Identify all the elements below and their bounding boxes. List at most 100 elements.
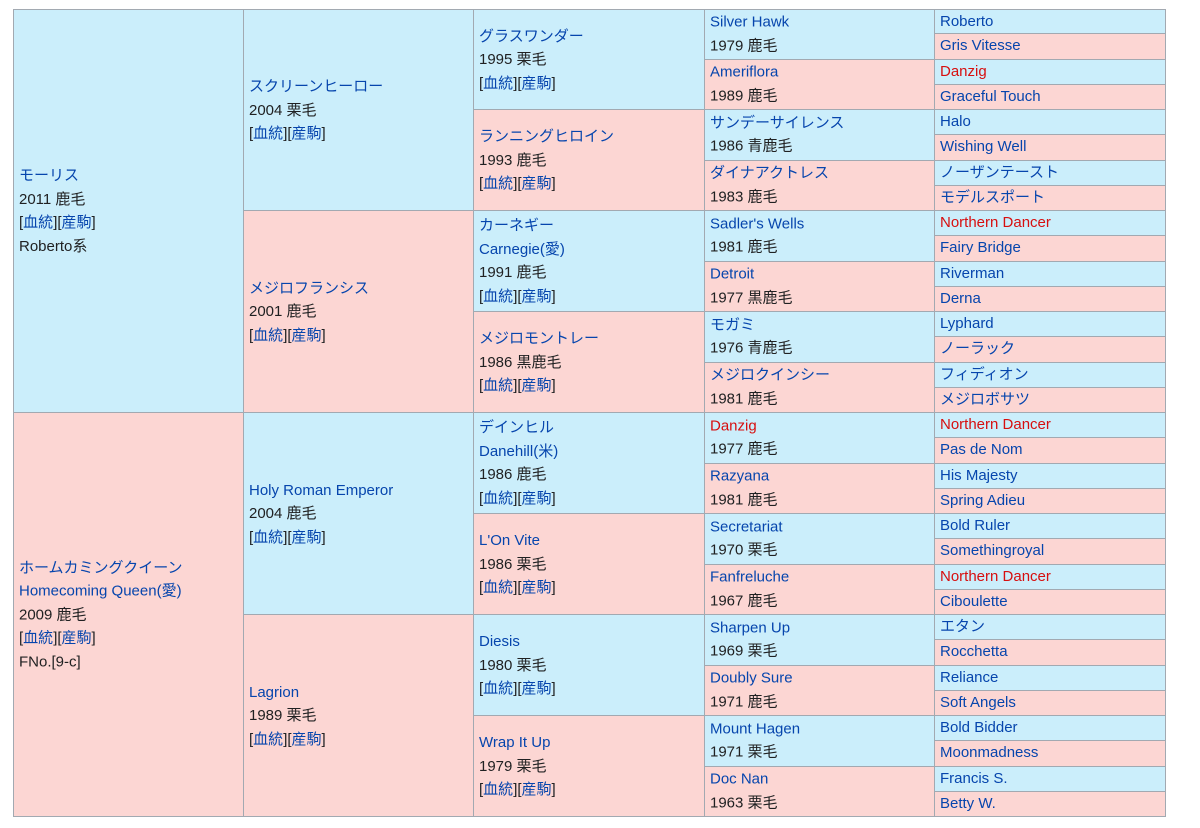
horse-link[interactable]: Gris Vitesse — [940, 37, 1021, 55]
horse-link[interactable]: Ameriflora — [710, 63, 779, 81]
bloodline-link[interactable]: 血統 — [483, 376, 514, 394]
horse-link[interactable]: Bold Ruler — [940, 517, 1011, 535]
horse-link[interactable]: エタン — [940, 618, 986, 636]
offspring-link[interactable]: 産駒 — [291, 528, 322, 546]
horse-link[interactable]: Holy Roman Emperor — [249, 481, 394, 499]
horse-link[interactable]: Doc Nan — [710, 770, 769, 788]
horse-link[interactable]: Fairy Bridge — [940, 239, 1021, 257]
horse-link-subject[interactable]: モーリス — [19, 167, 80, 184]
horse-link-inbreeding[interactable]: Danzig — [940, 62, 987, 80]
horse-link-inbreeding[interactable]: Danzig — [710, 417, 757, 435]
horse-link[interactable]: Sharpen Up — [710, 619, 791, 637]
bloodline-link[interactable]: 血統 — [483, 780, 514, 798]
horse-link[interactable]: His Majesty — [940, 466, 1018, 484]
bloodline-link[interactable]: 血統 — [483, 74, 514, 92]
pedigree-cell: Danzig — [935, 59, 1166, 85]
horse-link[interactable]: サンデーサイレンス — [710, 114, 845, 132]
horse-link[interactable]: Derna — [940, 289, 981, 307]
horse-link[interactable]: Ciboulette — [940, 592, 1008, 610]
horse-link-english[interactable]: Carnegie(愛) — [479, 240, 565, 258]
horse-link[interactable]: Spring Adieu — [940, 491, 1026, 509]
offspring-link[interactable]: 産駒 — [521, 780, 552, 798]
bloodline-link[interactable]: 血統 — [253, 730, 284, 748]
bloodline-link[interactable]: 血統 — [253, 326, 284, 344]
bloodline-link[interactable]: 血統 — [483, 578, 514, 596]
horse-link[interactable]: Pas de Nom — [940, 441, 1023, 459]
horse-link[interactable]: Mount Hagen — [710, 720, 801, 738]
offspring-link[interactable]: 産駒 — [61, 214, 92, 231]
horse-link[interactable]: ノーラック — [940, 340, 1016, 358]
horse-link-dam[interactable]: ホームカミングクイーン — [19, 558, 183, 576]
horse-link-english[interactable]: Danehill(米) — [479, 442, 559, 460]
horse-link[interactable]: Secretariat — [710, 518, 783, 536]
horse-link[interactable]: フィディオン — [940, 365, 1029, 383]
offspring-link[interactable]: 産駒 — [291, 124, 322, 142]
bloodline-link[interactable]: 血統 — [483, 287, 514, 305]
offspring-link[interactable]: 産駒 — [521, 489, 552, 507]
db-links: [血統][産駒] — [479, 287, 556, 305]
bloodline-link[interactable]: 血統 — [23, 214, 54, 231]
offspring-link[interactable]: 産駒 — [521, 287, 552, 305]
horse-link[interactable]: Bold Bidder — [940, 719, 1018, 737]
horse-link[interactable]: Reliance — [940, 668, 999, 686]
horse-link[interactable]: Wrap It Up — [479, 733, 551, 751]
horse-link-dam-english[interactable]: Homecoming Queen(愛) — [19, 582, 182, 600]
horse-info: 1979 栗毛 — [479, 757, 547, 775]
horse-link[interactable]: Lyphard — [940, 315, 994, 333]
horse-link[interactable]: メジロモントレー — [479, 329, 600, 347]
offspring-link[interactable]: 産駒 — [61, 629, 92, 647]
horse-link-inbreeding[interactable]: Northern Dancer — [940, 416, 1051, 434]
horse-link[interactable]: Francis S. — [940, 769, 1008, 787]
horse-link[interactable]: ランニングヒロイン — [479, 127, 615, 145]
horse-link[interactable]: Razyana — [710, 467, 770, 485]
offspring-link[interactable]: 産駒 — [521, 74, 552, 92]
horse-link-inbreeding[interactable]: Northern Dancer — [940, 567, 1051, 585]
horse-link[interactable]: Detroit — [710, 265, 755, 283]
horse-link[interactable]: メジロクインシー — [710, 366, 831, 384]
horse-link[interactable]: Sadler's Wells — [710, 215, 805, 233]
pedigree-cell: Roberto — [935, 9, 1166, 35]
horse-link[interactable]: Roberto — [940, 12, 994, 30]
horse-link[interactable]: Betty W. — [940, 794, 996, 812]
horse-link[interactable]: ノーザンテースト — [940, 163, 1059, 181]
horse-link[interactable]: Doubly Sure — [710, 669, 793, 687]
db-links: [血統][産駒] — [19, 629, 96, 647]
offspring-link[interactable]: 産駒 — [291, 326, 322, 344]
horse-link[interactable]: モデルスポート — [940, 188, 1046, 206]
bloodline-link[interactable]: 血統 — [23, 629, 54, 647]
offspring-link[interactable]: 産駒 — [521, 174, 552, 192]
horse-link[interactable]: モガミ — [710, 316, 756, 334]
horse-link[interactable]: Lagrion — [249, 683, 300, 701]
horse-link[interactable]: Halo — [940, 113, 971, 131]
horse-link[interactable]: Soft Angels — [940, 693, 1016, 711]
horse-link[interactable]: Somethingroyal — [940, 542, 1045, 560]
horse-link[interactable]: ダイナアクトレス — [710, 164, 829, 182]
offspring-link[interactable]: 産駒 — [521, 679, 552, 697]
bloodline-link[interactable]: 血統 — [253, 528, 284, 546]
offspring-link[interactable]: 産駒 — [521, 578, 552, 596]
horse-link[interactable]: Silver Hawk — [710, 13, 790, 31]
horse-link[interactable]: Riverman — [940, 264, 1005, 282]
db-links: [血統][産駒] — [249, 124, 326, 142]
bloodline-link[interactable]: 血統 — [483, 679, 514, 697]
horse-link[interactable]: デインヒル — [479, 419, 555, 436]
horse-link[interactable]: Graceful Touch — [940, 87, 1041, 105]
horse-link[interactable]: L'On Vite — [479, 531, 540, 549]
bloodline-link[interactable]: 血統 — [253, 124, 284, 142]
horse-link[interactable]: カーネギー — [479, 217, 555, 234]
horse-link[interactable]: Fanfreluche — [710, 568, 790, 586]
bloodline-link[interactable]: 血統 — [483, 489, 514, 507]
offspring-link[interactable]: 産駒 — [291, 730, 322, 748]
horse-link-inbreeding[interactable]: Northern Dancer — [940, 214, 1051, 232]
horse-link[interactable]: Wishing Well — [940, 138, 1027, 156]
horse-link[interactable]: メジロボサツ — [940, 390, 1031, 408]
bloodline-link[interactable]: 血統 — [483, 174, 514, 192]
horse-info: 1989 鹿毛 — [710, 87, 778, 105]
horse-link[interactable]: Moonmadness — [940, 744, 1039, 762]
horse-link[interactable]: メジロフランシス — [249, 279, 370, 297]
horse-link[interactable]: グラスワンダー — [479, 27, 584, 45]
horse-link[interactable]: スクリーンヒーロー — [249, 77, 384, 95]
offspring-link[interactable]: 産駒 — [521, 376, 552, 394]
horse-link[interactable]: Diesis — [479, 632, 520, 650]
horse-link[interactable]: Rocchetta — [940, 643, 1008, 661]
